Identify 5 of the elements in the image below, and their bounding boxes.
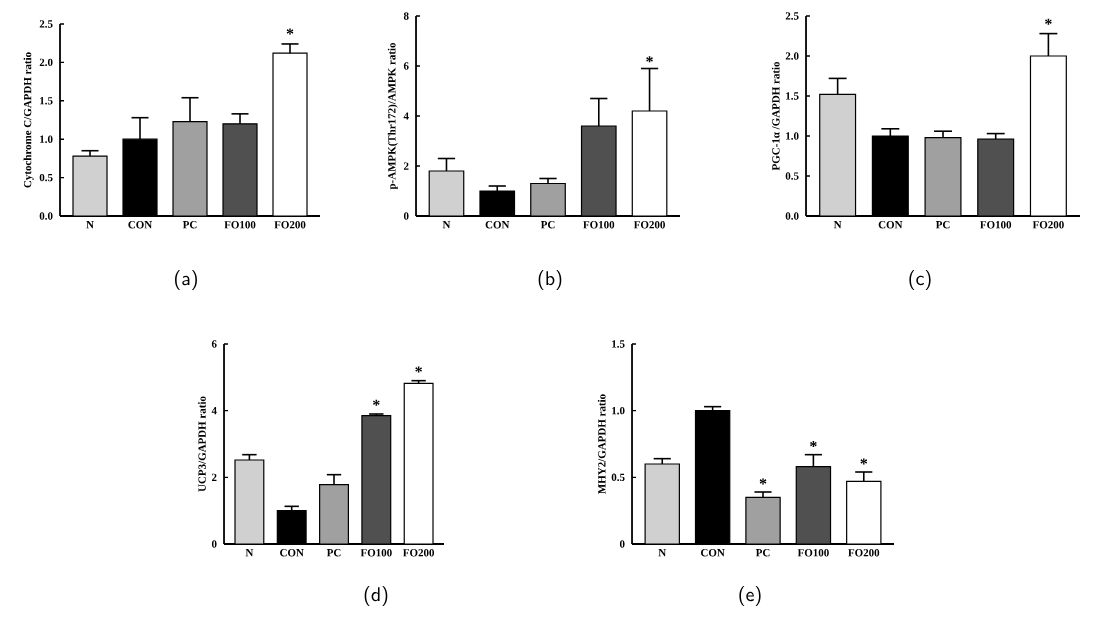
text: (a) bbox=[175, 270, 197, 290]
text: (d) bbox=[364, 586, 388, 606]
text: (b) bbox=[538, 270, 562, 290]
text: (e) bbox=[739, 586, 761, 606]
text: (c) bbox=[909, 270, 931, 290]
